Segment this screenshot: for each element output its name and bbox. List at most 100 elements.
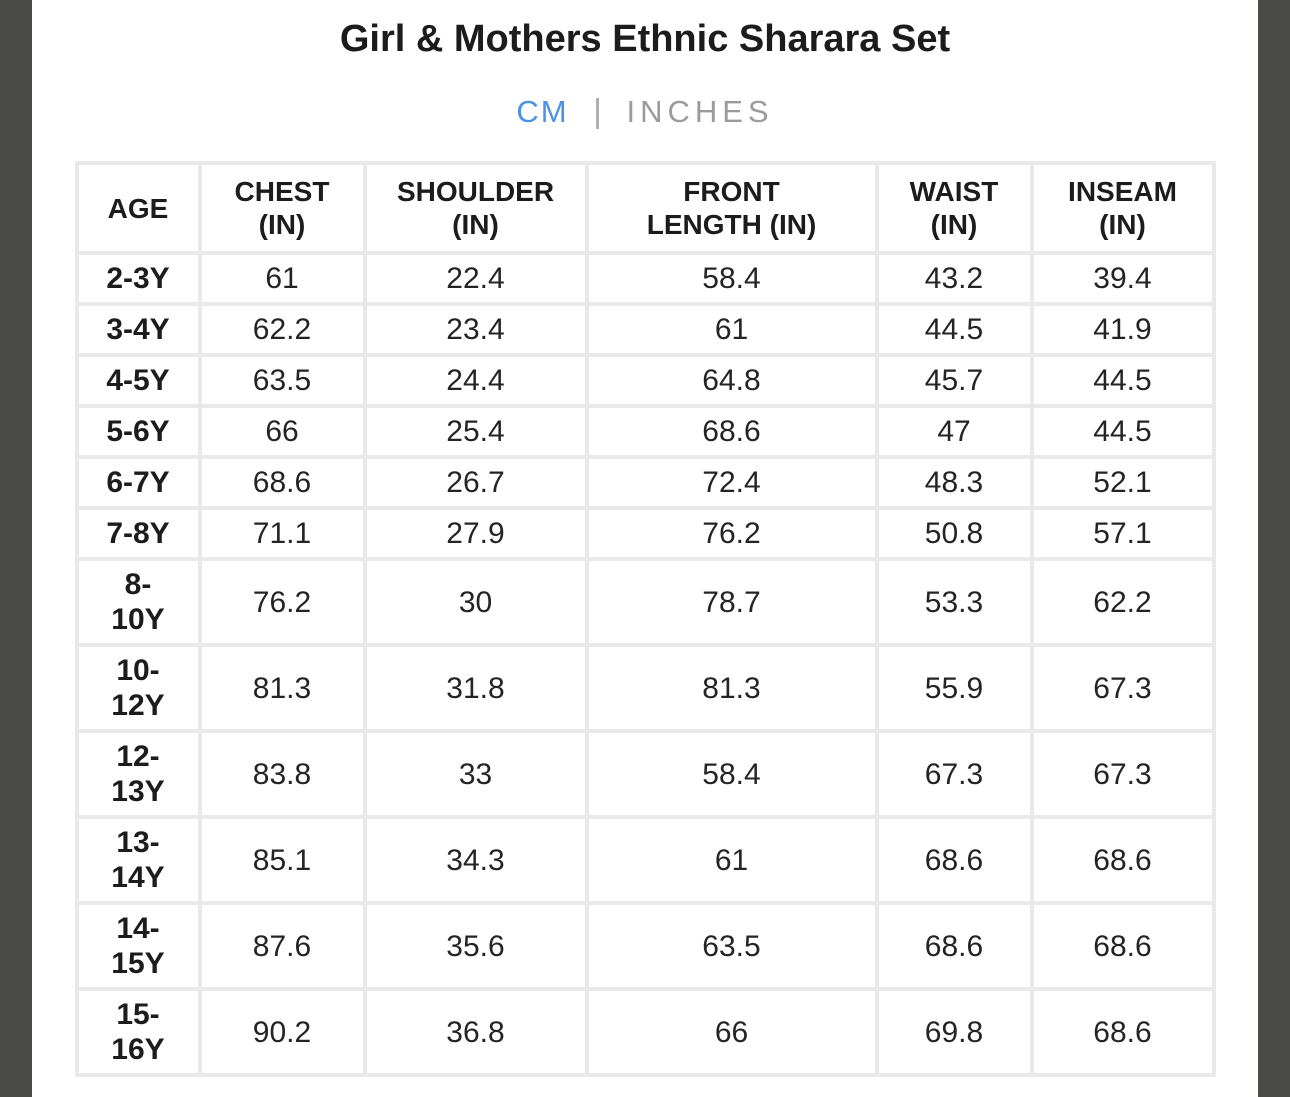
value-cell: 43.2 [874, 251, 1034, 306]
table-row: 3-4Y 62.2 23.4 61 44.5 41.9 [74, 302, 1216, 357]
value-cell: 25.4 [362, 404, 589, 459]
value-cell: 69.8 [874, 987, 1034, 1077]
value-cell: 47 [874, 404, 1034, 459]
value-cell: 62.2 [197, 302, 367, 357]
table-row: 10- 12Y 81.3 31.8 81.3 55.9 67.3 [74, 643, 1216, 733]
value-cell: 62.2 [1029, 557, 1216, 647]
screen-bezel-left [0, 0, 32, 1097]
value-cell: 57.1 [1029, 506, 1216, 561]
size-chart-table: AGE CHEST (IN) SHOULDER (IN) FRONT LENGT… [74, 161, 1216, 1077]
value-cell: 76.2 [197, 557, 367, 647]
age-cell: 4-5Y [74, 353, 202, 408]
age-cell: 2-3Y [74, 251, 202, 306]
value-cell: 68.6 [584, 404, 879, 459]
value-cell: 22.4 [362, 251, 589, 306]
value-cell: 68.6 [1029, 901, 1216, 991]
value-cell: 41.9 [1029, 302, 1216, 357]
value-cell: 23.4 [362, 302, 589, 357]
value-cell: 48.3 [874, 455, 1034, 510]
value-cell: 45.7 [874, 353, 1034, 408]
age-cell: 5-6Y [74, 404, 202, 459]
table-row: 2-3Y 61 22.4 58.4 43.2 39.4 [74, 251, 1216, 306]
value-cell: 44.5 [1029, 353, 1216, 408]
value-cell: 68.6 [1029, 815, 1216, 905]
value-cell: 85.1 [197, 815, 367, 905]
age-cell: 7-8Y [74, 506, 202, 561]
value-cell: 68.6 [1029, 987, 1216, 1077]
value-cell: 33 [362, 729, 589, 819]
table-row: 12- 13Y 83.8 33 58.4 67.3 67.3 [74, 729, 1216, 819]
size-table-body: 2-3Y 61 22.4 58.4 43.2 39.4 3-4Y 62.2 23… [74, 251, 1216, 1077]
table-row: 6-7Y 68.6 26.7 72.4 48.3 52.1 [74, 455, 1216, 510]
age-cell: 3-4Y [74, 302, 202, 357]
value-cell: 63.5 [584, 901, 879, 991]
column-header-front-length: FRONT LENGTH (IN) [584, 161, 879, 255]
value-cell: 83.8 [197, 729, 367, 819]
value-cell: 61 [197, 251, 367, 306]
unit-toggle-separator: | [593, 92, 602, 129]
age-cell: 10- 12Y [74, 643, 202, 733]
column-header-shoulder: SHOULDER (IN) [362, 161, 589, 255]
table-header-row: AGE CHEST (IN) SHOULDER (IN) FRONT LENGT… [74, 161, 1216, 255]
column-header-age: AGE [74, 161, 202, 255]
value-cell: 76.2 [584, 506, 879, 561]
value-cell: 68.6 [874, 815, 1034, 905]
value-cell: 63.5 [197, 353, 367, 408]
value-cell: 44.5 [874, 302, 1034, 357]
unit-option-cm[interactable]: CM [516, 94, 569, 129]
table-row: 5-6Y 66 25.4 68.6 47 44.5 [74, 404, 1216, 459]
value-cell: 53.3 [874, 557, 1034, 647]
table-row: 15- 16Y 90.2 36.8 66 69.8 68.6 [74, 987, 1216, 1077]
age-cell: 13- 14Y [74, 815, 202, 905]
value-cell: 50.8 [874, 506, 1034, 561]
value-cell: 44.5 [1029, 404, 1216, 459]
column-header-waist: WAIST (IN) [874, 161, 1034, 255]
unit-toggle: CM | INCHES [32, 92, 1258, 131]
value-cell: 72.4 [584, 455, 879, 510]
value-cell: 68.6 [197, 455, 367, 510]
value-cell: 71.1 [197, 506, 367, 561]
value-cell: 39.4 [1029, 251, 1216, 306]
value-cell: 78.7 [584, 557, 879, 647]
page-title: Girl & Mothers Ethnic Sharara Set [339, 18, 951, 60]
table-row: 4-5Y 63.5 24.4 64.8 45.7 44.5 [74, 353, 1216, 408]
value-cell: 67.3 [1029, 643, 1216, 733]
value-cell: 52.1 [1029, 455, 1216, 510]
age-cell: 6-7Y [74, 455, 202, 510]
value-cell: 34.3 [362, 815, 589, 905]
value-cell: 61 [584, 302, 879, 357]
value-cell: 90.2 [197, 987, 367, 1077]
table-row: 7-8Y 71.1 27.9 76.2 50.8 57.1 [74, 506, 1216, 561]
column-header-chest: CHEST (IN) [197, 161, 367, 255]
age-cell: 15- 16Y [74, 987, 202, 1077]
value-cell: 27.9 [362, 506, 589, 561]
value-cell: 31.8 [362, 643, 589, 733]
age-cell: 8- 10Y [74, 557, 202, 647]
value-cell: 61 [584, 815, 879, 905]
value-cell: 26.7 [362, 455, 589, 510]
size-chart-panel: Girl & Mothers Ethnic Sharara Set CM | I… [32, 0, 1258, 1077]
value-cell: 66 [197, 404, 367, 459]
value-cell: 67.3 [874, 729, 1034, 819]
value-cell: 67.3 [1029, 729, 1216, 819]
value-cell: 66 [584, 987, 879, 1077]
value-cell: 30 [362, 557, 589, 647]
table-row: 14- 15Y 87.6 35.6 63.5 68.6 68.6 [74, 901, 1216, 991]
value-cell: 24.4 [362, 353, 589, 408]
value-cell: 87.6 [197, 901, 367, 991]
table-row: 13- 14Y 85.1 34.3 61 68.6 68.6 [74, 815, 1216, 905]
value-cell: 35.6 [362, 901, 589, 991]
table-row: 8- 10Y 76.2 30 78.7 53.3 62.2 [74, 557, 1216, 647]
value-cell: 36.8 [362, 987, 589, 1077]
column-header-inseam: INSEAM (IN) [1029, 161, 1216, 255]
value-cell: 68.6 [874, 901, 1034, 991]
age-cell: 14- 15Y [74, 901, 202, 991]
screen-bezel-right [1258, 0, 1290, 1097]
value-cell: 58.4 [584, 729, 879, 819]
value-cell: 64.8 [584, 353, 879, 408]
value-cell: 55.9 [874, 643, 1034, 733]
value-cell: 58.4 [584, 251, 879, 306]
age-cell: 12- 13Y [74, 729, 202, 819]
value-cell: 81.3 [197, 643, 367, 733]
unit-option-inches[interactable]: INCHES [626, 94, 774, 129]
